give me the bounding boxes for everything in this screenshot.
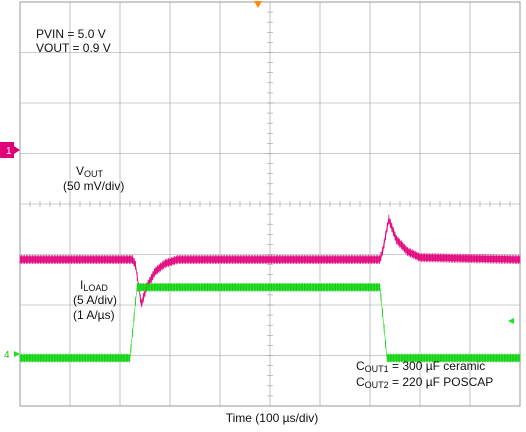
iload-slew-label: (1 A/µs): [73, 308, 115, 322]
ch1-marker-box: [0, 142, 14, 158]
cout2-rest: = 220 µF POSCAP: [389, 375, 494, 389]
iload-scale-label: (5 A/div): [73, 293, 117, 307]
iload-trace-noise: [19, 283, 521, 363]
ch1-marker-arrow-icon: [14, 146, 20, 154]
vout-label-sub: OUT: [84, 169, 104, 179]
pvin-annotation: PVIN = 5.0 V: [36, 27, 106, 41]
cout1-sub: OUT1: [365, 364, 389, 374]
iload-trace-label: ILOAD: [80, 278, 108, 293]
ch4-offset-arrow-icon: [508, 318, 514, 324]
vout-annotation: VOUT = 0.9 V: [36, 41, 111, 55]
cout1-annotation: COUT1 = 300 µF ceramic: [356, 359, 485, 374]
cout2-main: C: [356, 375, 365, 389]
vout-trace-noise: [19, 214, 521, 308]
ch1-marker-label: 1: [6, 146, 12, 157]
iload-label-sub: LOAD: [83, 283, 108, 293]
ch4-marker: 4: [4, 350, 20, 361]
iload-label-main: I: [80, 278, 83, 292]
ch1-marker: 1: [0, 142, 20, 158]
trigger-marker-icon: [254, 1, 262, 8]
cout1-main: C: [356, 359, 365, 373]
ch4-marker-arrow-icon: [14, 351, 20, 357]
cout1-rest: = 300 µF ceramic: [389, 359, 486, 373]
vout-trace-label: VOUT: [76, 164, 104, 179]
traces: [19, 214, 521, 363]
x-axis-label: Time (100 µs/div): [226, 411, 319, 425]
cout2-sub: OUT2: [365, 380, 389, 390]
vout-scale-label: (50 mV/div): [63, 179, 124, 193]
vout-label-main: V: [76, 164, 84, 178]
ch4-marker-label: 4: [4, 350, 10, 361]
cout2-annotation: COUT2 = 220 µF POSCAP: [356, 375, 493, 390]
graticule: [19, 1, 521, 407]
